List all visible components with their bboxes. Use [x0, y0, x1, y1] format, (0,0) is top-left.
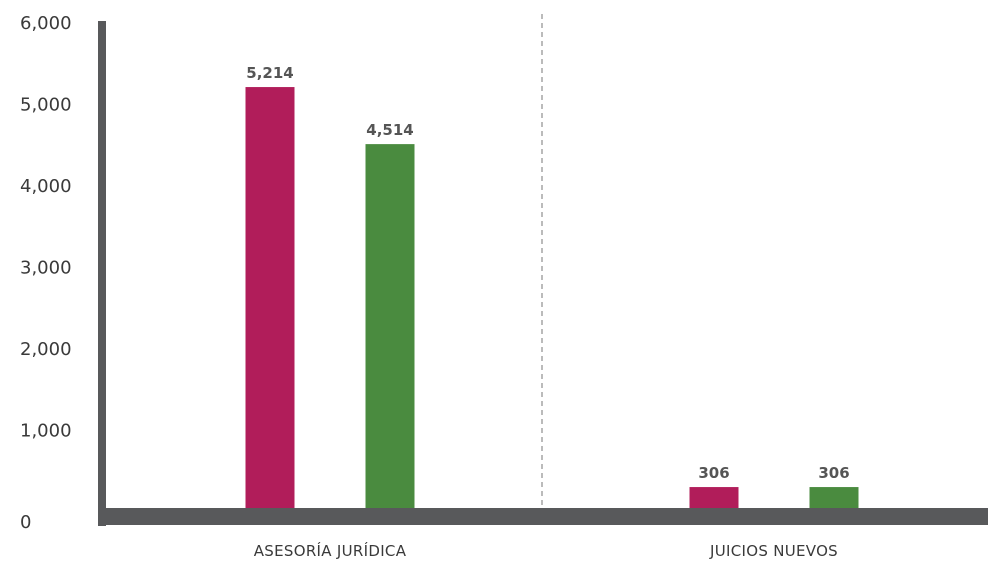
x-tick-label: JUICIOS NUEVOS: [709, 542, 838, 560]
bar-value-label: 5,214: [246, 64, 293, 82]
y-tick-label: 5,000: [20, 95, 72, 116]
bars: [245, 87, 859, 515]
bar: [245, 87, 295, 515]
x-tick-label: ASESORÍA JURÍDICA: [254, 541, 407, 560]
bar: [365, 144, 415, 514]
bar-value-label: 306: [698, 464, 729, 482]
x-axis-bar: [98, 508, 988, 525]
y-axis-ticks: 0 1,000 2,000 3,000 4,000 5,000 6,000: [20, 13, 72, 533]
x-axis-ticks: ASESORÍA JURÍDICA JUICIOS NUEVOS: [254, 541, 838, 560]
y-tick-label: 6,000: [20, 13, 72, 34]
y-tick-label: 0: [20, 512, 31, 533]
y-tick-label: 4,000: [20, 176, 72, 197]
y-axis-line: [98, 21, 106, 526]
y-tick-label: 1,000: [20, 421, 72, 442]
data-labels: 5,214 306 4,514 306: [246, 64, 849, 482]
y-tick-label: 2,000: [20, 339, 72, 360]
bar-value-label: 4,514: [366, 121, 413, 139]
y-tick-label: 3,000: [20, 258, 72, 279]
bar-value-label: 306: [818, 464, 849, 482]
